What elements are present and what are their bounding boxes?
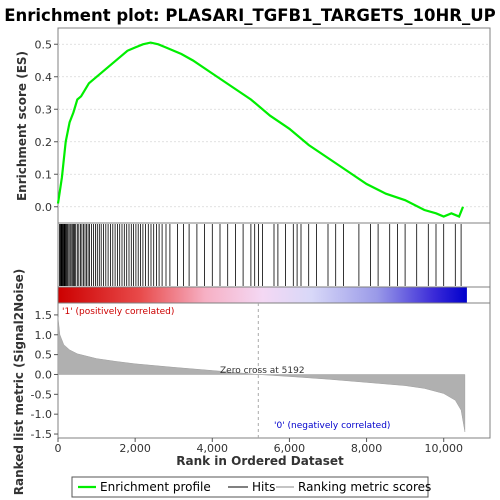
metric-y-axis-title: Ranked list metric (Signal2Noise): [12, 269, 26, 496]
x-tick-label: 8,000: [351, 442, 383, 455]
x-tick-label: 2,000: [119, 442, 151, 455]
es-y-tick-label: 0.1: [35, 168, 53, 181]
es-y-tick-label: 0.0: [35, 201, 53, 214]
enrichment-profile-line: [56, 41, 465, 218]
metric-y-tick-label: -1.5: [31, 428, 52, 441]
legend-box: [71, 476, 429, 498]
metric-y-tick-label: 1.0: [35, 329, 53, 342]
metric-y-tick-label: 0.0: [35, 368, 53, 381]
es-gridlines: [58, 43, 490, 208]
rank-color-bar: [58, 287, 467, 303]
legend-profile-label: Enrichment profile: [100, 480, 211, 494]
es-y-tick-label: 0.3: [35, 103, 53, 116]
es-y-tick-label: 0.2: [35, 136, 53, 149]
x-tick-label: 10,000: [424, 442, 463, 455]
es-y-tick-label: 0.5: [35, 38, 53, 51]
legend-hits-label: Hits: [252, 480, 275, 494]
chart-title: Enrichment plot: PLASARI_TGFB1_TARGETS_1…: [4, 6, 496, 25]
x-tick-label: 0: [55, 442, 62, 455]
ranking-metric-area: [57, 316, 466, 433]
metric-y-tick-label: 0.5: [35, 349, 53, 362]
legend-metric-label: Ranking metric scores: [298, 480, 431, 494]
es-y-axis-title: Enrichment score (ES): [15, 51, 29, 201]
x-ticks: 0 2,000 4,000 6,000 8,000 10,000: [55, 438, 463, 455]
positive-correlation-label: '1' (positively correlated): [62, 307, 174, 317]
es-y-tick-label: 0.4: [35, 71, 53, 84]
x-tick-label: 4,000: [197, 442, 229, 455]
zero-cross-label: Zero cross at 5192: [220, 366, 305, 376]
x-tick-label: 6,000: [274, 442, 306, 455]
metric-y-ticks: 1.5 1.0 0.5 0.0 -0.5 -1.0 -1.5: [31, 309, 58, 441]
es-panel-frame: [57, 27, 491, 224]
metric-y-tick-label: -1.0: [31, 408, 52, 421]
es-y-ticks: 0.5 0.4 0.3 0.2 0.1 0.0: [35, 38, 58, 214]
hits-marks: [59, 224, 462, 286]
metric-y-tick-label: -0.5: [31, 388, 52, 401]
metric-y-tick-label: 1.5: [35, 309, 53, 322]
negative-correlation-label: '0' (negatively correlated): [274, 421, 390, 431]
x-axis-title: Rank in Ordered Dataset: [176, 454, 344, 468]
